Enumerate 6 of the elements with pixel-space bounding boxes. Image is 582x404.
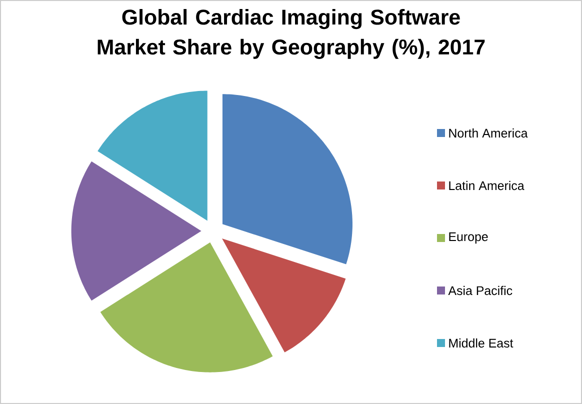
legend-label: Europe [449,232,488,244]
chart-title: Global Cardiac Imaging Software Market Share by Geography (%), 2017 [98,9,485,59]
legend-label: Latin America [449,180,524,190]
legend-label: North America [449,128,528,138]
legend-label: Asia Pacific [448,286,512,296]
legend-label: Middle East [449,338,514,348]
